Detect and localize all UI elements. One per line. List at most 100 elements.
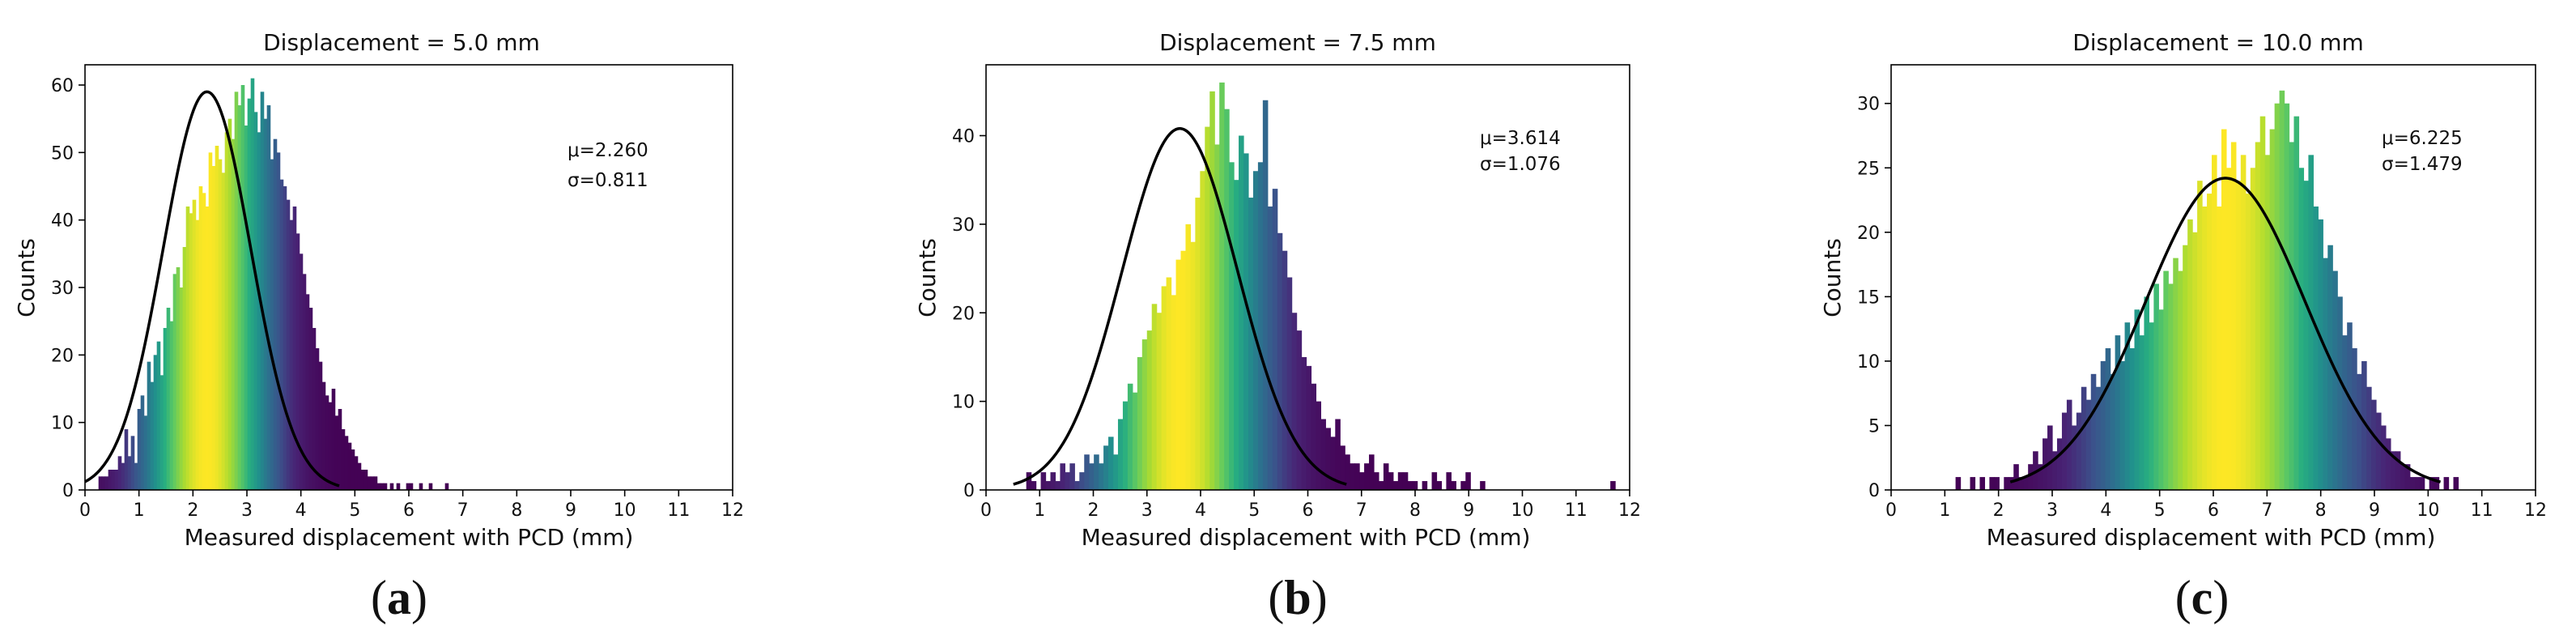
- histogram-bar: [2197, 181, 2203, 490]
- histogram-bar: [2144, 296, 2149, 490]
- y-tick-label: 60: [51, 76, 74, 96]
- histogram-bar: [205, 207, 210, 490]
- histogram-bar: [1397, 472, 1404, 491]
- histogram-bar: [1316, 401, 1321, 491]
- histogram-bar: [2264, 155, 2271, 491]
- histogram-bar: [1306, 365, 1312, 491]
- histogram-bar: [2168, 283, 2174, 490]
- histogram-bar: [299, 253, 304, 490]
- histogram-bar: [104, 476, 109, 490]
- y-tick-label: 0: [62, 481, 74, 501]
- histogram-bar: [130, 436, 135, 490]
- histogram-bar: [1451, 481, 1456, 490]
- histogram-bar: [1422, 481, 1428, 490]
- histogram-bar: [1239, 135, 1244, 490]
- y-tick-label: 30: [952, 215, 975, 236]
- histogram-bar: [2395, 451, 2401, 490]
- histogram-bar: [325, 395, 329, 490]
- histogram-bar: [1132, 392, 1138, 490]
- y-tick-label: 50: [51, 143, 74, 164]
- histogram-bar: [295, 233, 300, 490]
- panel-c-title: Displacement = 10.0 mm: [2072, 29, 2364, 56]
- histogram-bar: [2090, 373, 2097, 490]
- x-tick-label: 2: [1993, 500, 2004, 521]
- histogram-bar: [2318, 219, 2323, 490]
- histogram-bar: [114, 470, 119, 490]
- y-tick-label: 10: [1857, 352, 1880, 373]
- histogram-bar: [2371, 399, 2377, 490]
- histogram-bar: [1989, 477, 1995, 490]
- histogram-bar: [1117, 419, 1124, 490]
- y-tick-label: 30: [51, 279, 74, 299]
- histogram-bar: [1040, 472, 1047, 491]
- panel-b-sigma-label: σ=1.076: [1480, 154, 1561, 175]
- x-tick-label: 9: [2369, 500, 2380, 521]
- histogram-bar: [1190, 241, 1196, 490]
- histogram-bar: [283, 186, 287, 490]
- x-tick-label: 11: [2471, 500, 2493, 521]
- histogram-bar: [1955, 477, 1962, 490]
- histogram-bar: [147, 361, 151, 490]
- histogram-bar: [1311, 383, 1317, 490]
- histogram-bar: [1610, 481, 1616, 490]
- panel-b-mu-label: μ=3.614: [1480, 128, 1561, 149]
- x-tick-label: 10: [2417, 500, 2439, 521]
- x-tick-label: 8: [511, 500, 522, 521]
- y-tick-label: 10: [952, 393, 975, 413]
- x-tick-label: 2: [187, 500, 198, 521]
- histogram-bar: [1219, 82, 1225, 491]
- histogram-bar: [1127, 383, 1133, 490]
- histogram-bar: [2245, 194, 2251, 490]
- histogram-bar: [2429, 477, 2435, 490]
- histogram-bar: [363, 470, 368, 490]
- x-tick-label: 5: [349, 500, 360, 521]
- histogram-bar: [2178, 270, 2183, 490]
- histogram-bar: [334, 415, 339, 490]
- histogram-bar: [2303, 181, 2310, 490]
- histogram-bar: [1229, 162, 1235, 490]
- histogram-bar: [308, 308, 313, 490]
- x-tick-label: 12: [1618, 500, 1641, 521]
- histogram-bar: [2274, 103, 2281, 490]
- histogram-bar: [1364, 463, 1370, 490]
- histogram-bar: [409, 483, 414, 490]
- histogram-bar: [1446, 472, 1452, 491]
- histogram-bar: [305, 294, 310, 490]
- histogram-bar: [315, 348, 320, 490]
- histogram-bar: [2216, 207, 2222, 490]
- histogram-bar: [108, 470, 113, 490]
- histogram-bar: [111, 470, 116, 490]
- histogram-bar: [153, 355, 158, 490]
- histogram-bar: [1146, 330, 1153, 491]
- histogram-bar: [1060, 463, 1065, 490]
- histogram-bar: [1074, 481, 1080, 490]
- histogram-bar: [328, 402, 333, 490]
- histogram-bar: [383, 483, 388, 490]
- histogram-bar: [124, 429, 129, 490]
- x-tick-label: 7: [2261, 500, 2272, 521]
- histogram-bar: [137, 409, 142, 490]
- histogram-bar: [2255, 142, 2261, 490]
- panel-a: Displacement = 5.0 mm 0 1 2 3 4 5 6 7 8 9 10 11 12 0…: [13, 29, 744, 624]
- histogram-bar: [127, 456, 132, 490]
- histogram-bar: [2071, 425, 2077, 490]
- histogram-bar: [331, 389, 336, 490]
- histogram-bar: [169, 321, 174, 490]
- histogram-bar: [2390, 451, 2396, 490]
- histogram-bar: [189, 213, 193, 490]
- panel-c-caption: (c): [2175, 571, 2230, 624]
- histogram-bar: [1026, 472, 1032, 491]
- histogram-bar: [156, 341, 161, 490]
- histogram-bar: [263, 118, 268, 491]
- histogram-bar: [389, 483, 394, 490]
- panel-b-x-ticks: 0 1 2 3 4 5 6 7 8 9 10 11 12: [980, 490, 1641, 521]
- panel-b-fit-curve: [1013, 127, 1347, 486]
- panel-a-fit-curve: [84, 90, 340, 488]
- histogram-bar: [2013, 464, 2019, 490]
- histogram-bar: [286, 199, 291, 491]
- histogram-bar: [179, 287, 184, 490]
- histogram-bar: [257, 132, 261, 490]
- histogram-bar: [2380, 425, 2387, 490]
- histogram-bar: [367, 476, 372, 490]
- histogram-bar: [2337, 296, 2343, 490]
